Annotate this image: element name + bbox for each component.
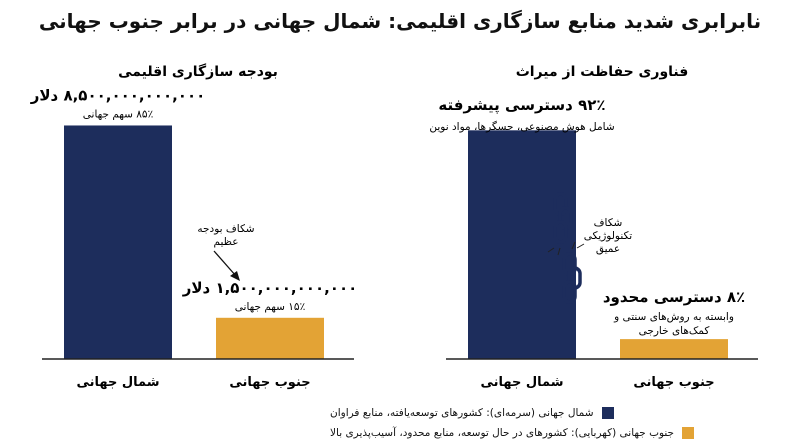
tech-detail-label-north: شامل هوش مصنوعی، حسگرها، مواد نوین bbox=[429, 120, 614, 133]
budget-category-north: شمال جهانی bbox=[76, 375, 159, 390]
budget-chart-panel: بودجه سازگاری اقلیمی ۸,۵۰۰,۰۰۰,۰۰۰,۰۰۰ د… bbox=[8, 58, 388, 396]
budget-gap-annotation-line-1: شکاف بودجه bbox=[197, 223, 254, 235]
legend-swatch-south bbox=[682, 427, 695, 439]
budget-gap-arrow bbox=[213, 250, 240, 281]
tech-category-south: جنوب جهانی bbox=[633, 375, 714, 390]
budget-chart-title: بودجه سازگاری اقلیمی bbox=[118, 63, 278, 80]
tech-gap-annotation-line-2: تکنولوژیکی bbox=[584, 230, 633, 242]
budget-bar-south bbox=[216, 317, 324, 359]
budget-value-label-north: ۸,۵۰۰,۰۰۰,۰۰۰,۰۰۰ دلار bbox=[30, 86, 206, 104]
tech-value-label-south: ۸٪ دسترسی محدود bbox=[603, 288, 745, 306]
tech-gap-annotation-line-3: عمیق bbox=[596, 243, 620, 255]
tech-category-north: شمال جهانی bbox=[480, 375, 563, 390]
budget-category-south: جنوب جهانی bbox=[229, 375, 310, 390]
legend-label-south: جنوب جهانی (کهربایی): کشورهای در حال توس… bbox=[330, 427, 675, 439]
tech-bar-north bbox=[468, 130, 576, 359]
tech-gap-annotation-line-1: شکاف bbox=[594, 217, 623, 229]
legend-swatch-north bbox=[601, 407, 614, 419]
budget-share-label-north: ۸۵٪ سهم جهانی bbox=[83, 108, 153, 120]
tech-detail-label-south-line-1: وابسته به روش‌های سنتی و bbox=[613, 311, 734, 323]
broken-chain-icon bbox=[547, 192, 585, 304]
legend-label-north: شمال جهانی (سرمه‌ای): کشورهای توسعه‌یافت… bbox=[330, 407, 594, 419]
tech-detail-label-south-line-2: کمک‌های خارجی bbox=[639, 325, 710, 337]
tech-chart-title: فناوری حفاظت از میراث bbox=[516, 64, 689, 80]
budget-chart: بودجه سازگاری اقلیمی ۸,۵۰۰,۰۰۰,۰۰۰,۰۰۰ د… bbox=[30, 63, 358, 390]
budget-share-label-south: ۱۵٪ سهم جهانی bbox=[235, 301, 305, 313]
tech-bar-south bbox=[620, 339, 728, 359]
legend: شمال جهانی (سرمه‌ای): کشورهای توسعه‌یافت… bbox=[330, 403, 790, 443]
heritage-tech-chart: فناوری حفاظت از میراث ۹۲٪ دسترسی پیشرفته… bbox=[429, 64, 758, 390]
tech-value-label-north: ۹۲٪ دسترسی پیشرفته bbox=[438, 96, 605, 115]
heritage-tech-chart-panel: فناوری حفاظت از میراث ۹۲٪ دسترسی پیشرفته… bbox=[412, 58, 792, 396]
page-title: نابرابری شدید منابع سازگاری اقلیمی: شمال… bbox=[38, 9, 762, 33]
legend-item-south: جنوب جهانی (کهربایی): کشورهای در حال توس… bbox=[330, 423, 790, 443]
legend-item-north: شمال جهانی (سرمه‌ای): کشورهای توسعه‌یافت… bbox=[330, 403, 790, 423]
budget-gap-annotation-line-2: عظیم bbox=[213, 236, 238, 248]
budget-bar-north bbox=[64, 125, 172, 359]
budget-value-label-south: ۱,۵۰۰,۰۰۰,۰۰۰,۰۰۰ دلار bbox=[182, 279, 358, 297]
